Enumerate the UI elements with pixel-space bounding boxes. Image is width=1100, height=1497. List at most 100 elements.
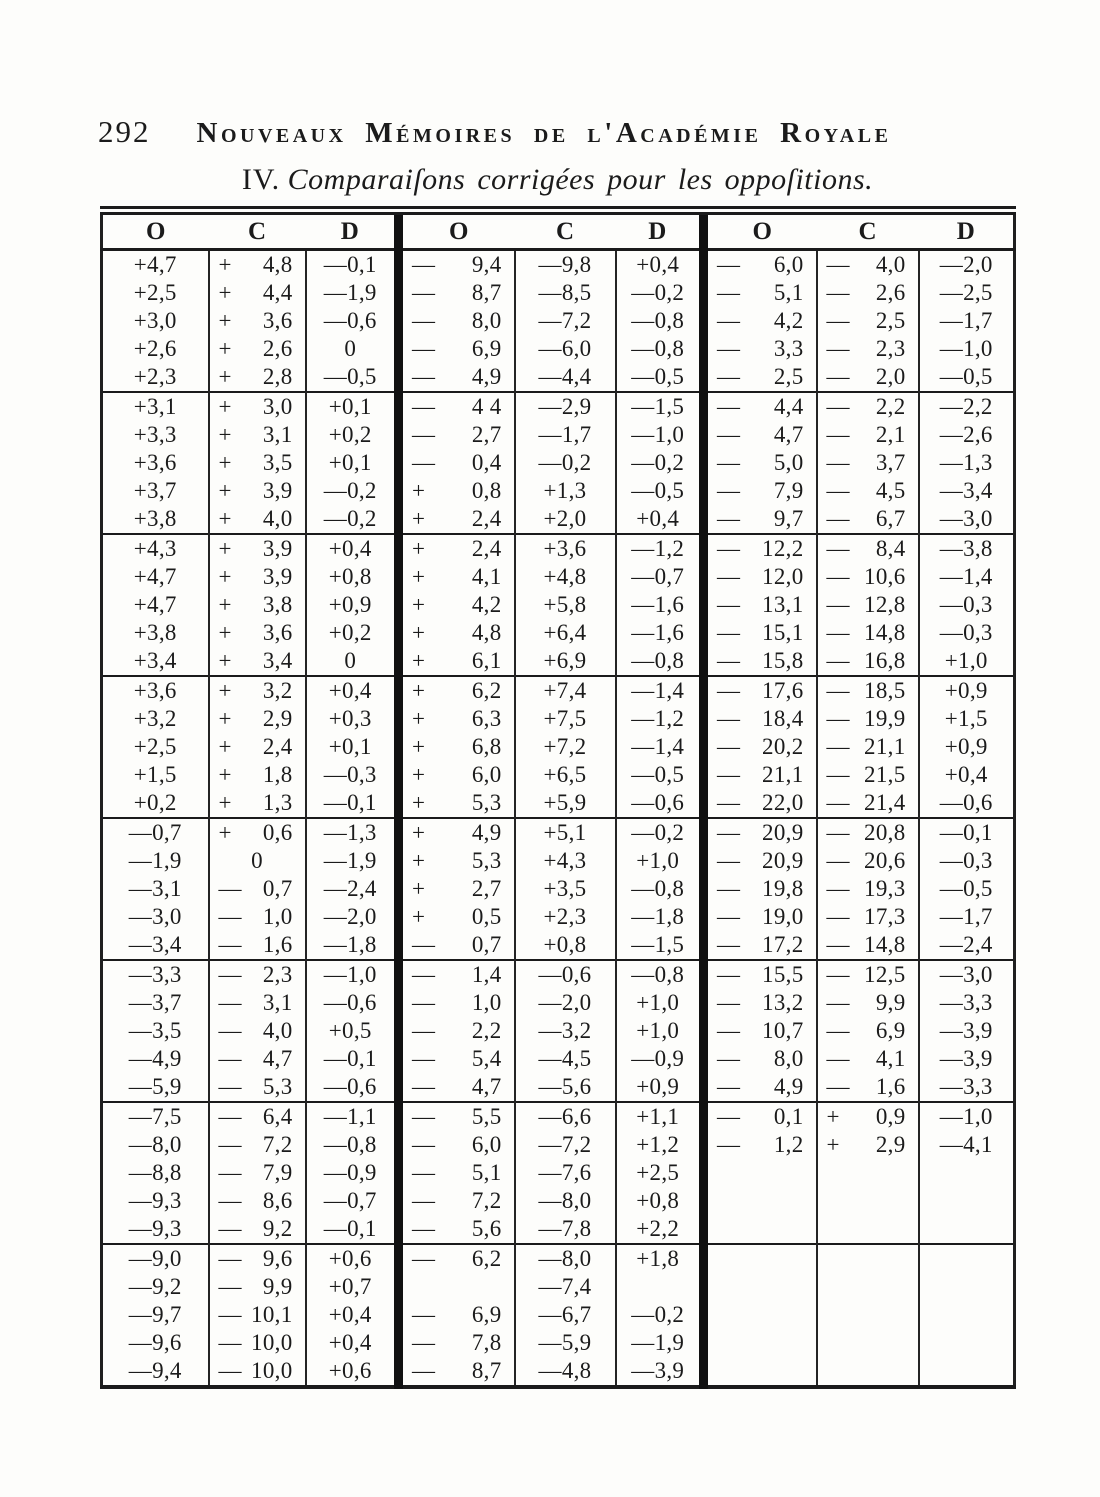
table-cell: —2,1 <box>816 421 920 449</box>
table-cell: —0,9 <box>615 1045 708 1073</box>
table-cell <box>816 1329 920 1357</box>
table-cell: —4,1 <box>939 1132 993 1157</box>
table-cell: +2,4 <box>398 505 516 534</box>
table-cell: +2,5 <box>101 279 210 307</box>
table-row: —3,4—1,6 —1,8—0,7 +0,8 —1,5—17,2—14,8 —2,4 <box>101 931 1015 960</box>
table-cell: —6,6 <box>514 1101 617 1131</box>
table-row: —0,7 +0,6 —1,3 +4,9 +5,1 —0,2—20,9—20,8 —0,1 <box>101 817 1015 847</box>
table-cell: —0,1 <box>305 1045 403 1073</box>
table-cell: +2,3 <box>514 903 617 931</box>
table-cell: +1,0 <box>944 648 988 673</box>
table-cell: +0,9 <box>305 591 403 619</box>
table-cell: +6,8 <box>398 733 516 761</box>
table-row: —9,7—10,1 +0,4—6,9 —6,7 —0,2 <box>101 1301 1015 1329</box>
table-cell: +0,8 <box>305 563 403 591</box>
table-cell: —6,0 <box>398 1131 516 1159</box>
table-cell: —0,5 <box>615 363 708 392</box>
table-cell: —9,2 <box>101 1273 210 1301</box>
table-cell: —20,8 <box>816 817 920 847</box>
table-caption-number: IV. <box>241 163 281 196</box>
table-cell: —18,5 <box>816 675 920 705</box>
table-cell: —1,9 <box>305 279 403 307</box>
table-cell: —1,8 <box>305 931 403 960</box>
table-cell: +7,4 <box>514 675 617 705</box>
table-cell: +1,2 <box>615 1131 708 1159</box>
table-cell: —1,6 <box>208 931 307 960</box>
column-header-D-2: D <box>305 210 403 251</box>
table-cell: —3,1 <box>101 875 210 903</box>
table-cell: —3,3 <box>939 990 993 1015</box>
table-cell: +5,8 <box>514 591 617 619</box>
table-cell: +4,7 <box>101 249 210 279</box>
table-cell: —18,4 <box>703 705 818 733</box>
table-cell <box>703 1273 818 1301</box>
table-cell: —8,6 <box>208 1187 307 1215</box>
table-cell: —1,3 <box>305 817 403 847</box>
table-cell: +6,2 <box>398 675 516 705</box>
table-cell: —19,0 <box>703 903 818 931</box>
table-cell: +4,3 <box>514 847 617 875</box>
table-row: —9,6—10,0 +0,4—7,8 —5,9 —1,9 <box>101 1329 1015 1357</box>
table-cell: —0,6 <box>305 307 403 335</box>
table-cell: +2,4 <box>398 533 516 563</box>
table-cell: +4,7 <box>101 563 210 591</box>
table-cell: —12,8 <box>816 591 920 619</box>
table-cell: —12,2 <box>703 533 818 563</box>
table-cell <box>918 1243 1015 1273</box>
table-cell: +0,1 <box>305 391 403 421</box>
table-cell: +0,8 <box>398 477 516 505</box>
table-cell: +2,9 <box>208 705 307 733</box>
table-cell: —13,1 <box>703 591 818 619</box>
table-cell: —0,8 <box>305 1131 403 1159</box>
table-cell: —21,5 <box>816 761 920 789</box>
table-cell: —20,2 <box>703 733 818 761</box>
table-cell: +0,9 <box>816 1101 920 1131</box>
table-cell: —3,0 <box>918 959 1015 989</box>
table-cell: —5,9 <box>514 1329 617 1357</box>
table-cell: —14,8 <box>816 619 920 647</box>
table-cell: —9,4 <box>398 249 516 279</box>
table-row: +3,3 +3,1 +0,2—2,7 —1,7 —1,0—4,7—2,1 —2,6 <box>101 421 1015 449</box>
table-cell: —7,6 <box>514 1159 617 1187</box>
table-cell: —19,3 <box>816 875 920 903</box>
table-cell <box>398 1273 516 1301</box>
table-cell: —2,4 <box>305 875 403 903</box>
table-row: +3,2 +2,9 +0,3 +6,3 +7,5 —1,2—18,4—19,9 +1,5 <box>101 705 1015 733</box>
table-cell: —1,4 <box>615 733 708 761</box>
table-cell: +4,1 <box>398 563 516 591</box>
table-cell: —1,2 <box>703 1131 818 1159</box>
table-row: —3,5—4,0 +0,5—2,2 —3,2 +1,0—10,7—6,9 —3,9 <box>101 1017 1015 1045</box>
table-cell: —17,3 <box>816 903 920 931</box>
table-caption-text: Comparaiſons corrigées pour les oppoſiti… <box>287 163 874 196</box>
table-row: +3,6 +3,2 +0,4 +6,2 +7,4 —1,4—17,6—18,5 +0,9 <box>101 675 1015 705</box>
table-cell: —0,4 <box>398 449 516 477</box>
table-cell: —2,5 <box>816 307 920 335</box>
table-cell: —7,2 <box>398 1187 516 1215</box>
running-header-text: Nouveaux Mémoires de l'Académie Royale <box>196 117 892 149</box>
table-cell: +0,3 <box>305 705 403 733</box>
table-cell: —0,7 <box>208 875 307 903</box>
table-row: +3,0 +3,6 —0,6—8,0 —7,2 —0,8—4,2—2,5 —1,7 <box>101 307 1015 335</box>
table-row: —3,1—0,7 —2,4 +2,7 +3,5 —0,8—19,8—19,3 —0,5 <box>101 875 1015 903</box>
table-cell: —7,9 <box>703 477 818 505</box>
table-cell: —8,0 <box>703 1045 818 1073</box>
table-cell: +2,6 <box>208 335 307 363</box>
table-cell: —1,6 <box>816 1073 920 1102</box>
table-cell: —4,9 <box>703 1073 818 1102</box>
table-cell: +0,5 <box>305 1017 403 1045</box>
table-cell: +0,4 <box>944 762 988 787</box>
table-cell: +7,2 <box>514 733 617 761</box>
table-cell: —21,1 <box>703 761 818 789</box>
table-cell: —4,9 <box>101 1045 210 1073</box>
table-cell: +3,1 <box>101 391 210 421</box>
table-row: +0,2 +1,3 —0,1 +5,3 +5,9 —0,6—22,0—21,4 —0,6 <box>101 789 1015 818</box>
table-cell: —1,0 <box>918 1101 1015 1131</box>
column-header-O-3: O <box>398 210 515 251</box>
table-cell: —2,6 <box>816 279 920 307</box>
table-row: +1,5 +1,8 —0,3 +6,0 +6,5 —0,5—21,1—21,5 +0,4 <box>101 761 1015 789</box>
table-cell: +0,4 <box>615 249 708 279</box>
table-cell: +2,5 <box>615 1159 708 1187</box>
table-cell: +3,8 <box>101 505 210 534</box>
table-cell: —1,6 <box>615 591 708 619</box>
table-cell: +0,1 <box>305 449 403 477</box>
